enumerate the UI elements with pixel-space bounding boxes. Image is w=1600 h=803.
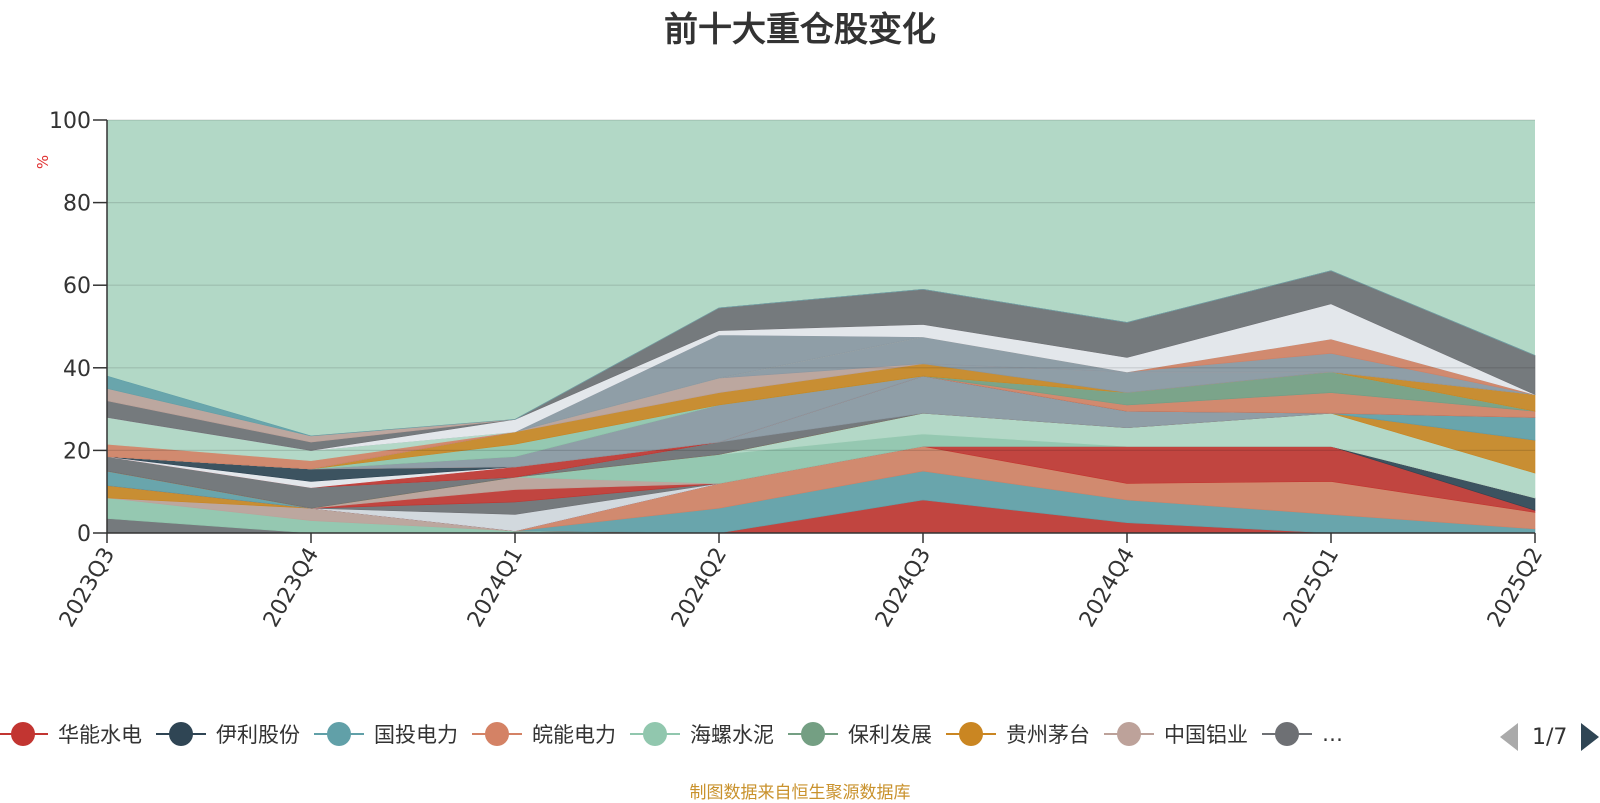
x-tick-label: 2023Q3 (55, 544, 120, 632)
legend-label: 皖能电力 (532, 723, 616, 747)
legend-marker-icon (1104, 720, 1154, 748)
legend-item[interactable]: 贵州茅台 (946, 716, 1090, 752)
x-tick-label: 2023Q4 (259, 544, 324, 632)
legend-item[interactable]: 保利发展 (788, 716, 932, 752)
y-tick-label: 20 (63, 439, 91, 464)
y-tick-label: 80 (63, 192, 91, 217)
legend-label: 保利发展 (848, 723, 932, 747)
legend-marker-icon (472, 720, 522, 748)
y-tick-label: 100 (49, 109, 91, 134)
y-tick-label: 60 (63, 274, 91, 299)
legend-marker-icon (0, 720, 48, 748)
x-tick-label: 2025Q1 (1279, 544, 1344, 632)
legend-marker-icon (156, 720, 206, 748)
source-note: 制图数据来自恒生聚源数据库 (689, 783, 911, 803)
stacked-area-chart: 0 20 40 60 80 100% 2023Q3 2023Q4 2024Q1 2024Q2 202… (34, 109, 1548, 632)
x-tick-label: 2024Q4 (1075, 544, 1140, 632)
legend[interactable]: 华能水电 伊利股份 国投电力 皖能电力 海螺水泥 保利发展 贵州茅台 中国铝业 … (0, 716, 1468, 752)
legend-label: 海螺水泥 (690, 723, 774, 747)
legend-marker-icon (630, 720, 680, 748)
legend-label: 国投电力 (374, 723, 458, 747)
legend-item[interactable]: 海螺水泥 (630, 716, 774, 752)
legend-next-page-icon[interactable] (1581, 723, 1600, 751)
legend-pager: 1/7 (1500, 720, 1600, 754)
legend-item[interactable]: 皖能电力 (472, 716, 616, 752)
chart-title: 前十大重仓股变化 (664, 10, 936, 50)
legend-label: … (1322, 722, 1343, 746)
x-tick-label: 2024Q3 (871, 544, 936, 632)
legend-label: 伊利股份 (216, 723, 300, 747)
legend-prev-page-icon[interactable] (1500, 723, 1518, 751)
legend-item[interactable]: 中国铝业 (1104, 716, 1248, 752)
y-tick-label: 0 (77, 522, 91, 547)
x-tick-label: 2025Q2 (1483, 544, 1548, 632)
legend-marker-icon (1262, 720, 1312, 748)
legend-label: 华能水电 (58, 723, 142, 747)
legend-marker-icon (788, 720, 838, 748)
legend-item[interactable]: 伊利股份 (156, 716, 300, 752)
legend-label: 中国铝业 (1164, 723, 1248, 747)
legend-item[interactable]: 国投电力 (314, 716, 458, 752)
legend-marker-icon (946, 720, 996, 748)
legend-item[interactable]: 华能水电 (0, 716, 142, 752)
x-tick-label: 2024Q2 (667, 544, 732, 632)
y-axis-label: % (34, 155, 52, 169)
legend-item[interactable]: … (1262, 716, 1343, 752)
legend-label: 贵州茅台 (1006, 723, 1090, 747)
legend-page-indicator: 1/7 (1532, 724, 1568, 750)
y-tick-label: 40 (63, 357, 91, 382)
area-series-40 (106, 270, 1536, 437)
x-tick-label: 2024Q1 (463, 544, 528, 632)
legend-marker-icon (314, 720, 364, 748)
